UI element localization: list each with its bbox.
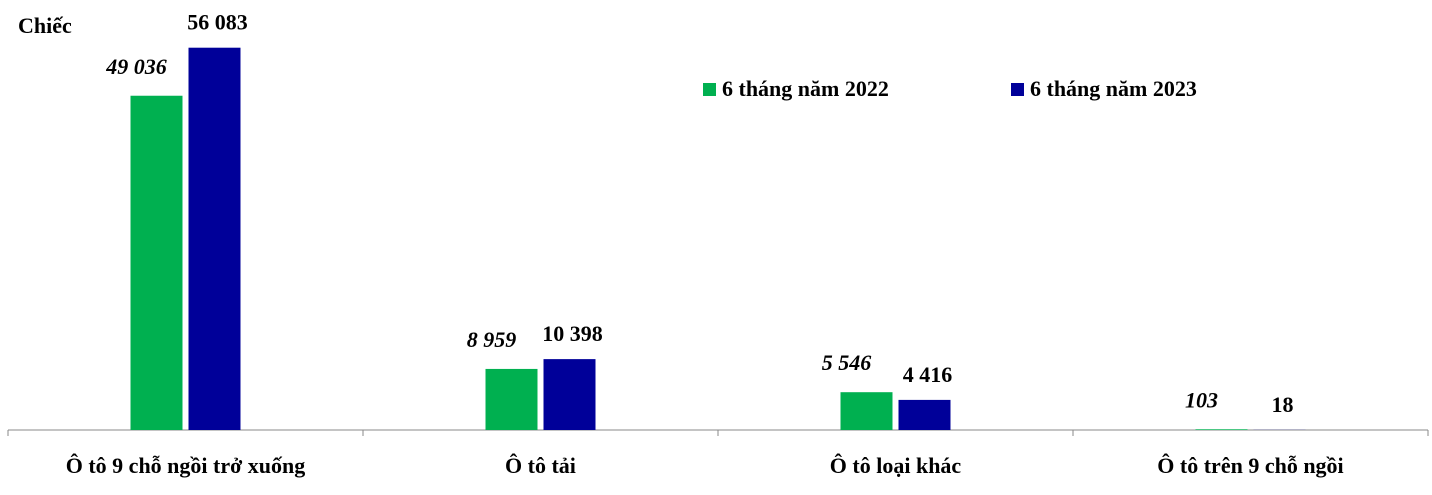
x-tick-label: Ô tô trên 9 chỗ ngồi bbox=[1157, 453, 1343, 478]
legend-swatch bbox=[1011, 83, 1024, 96]
value-label: 8 959 bbox=[467, 327, 517, 352]
legend-swatch bbox=[703, 83, 716, 96]
legend-label: 6 tháng năm 2023 bbox=[1030, 76, 1197, 101]
value-label: 5 546 bbox=[822, 350, 872, 375]
bar bbox=[840, 392, 893, 430]
bar bbox=[1195, 429, 1248, 430]
value-label: 18 bbox=[1272, 392, 1294, 417]
value-label: 10 398 bbox=[542, 321, 603, 346]
value-label: 56 083 bbox=[187, 10, 248, 35]
bar bbox=[130, 95, 183, 431]
value-label: 4 416 bbox=[903, 362, 953, 387]
value-label: 49 036 bbox=[105, 54, 167, 79]
bar bbox=[543, 359, 596, 430]
y-axis-label: Chiếc bbox=[18, 13, 72, 38]
x-tick-label: Ô tô loại khác bbox=[830, 453, 962, 478]
bar bbox=[188, 47, 241, 431]
value-label: 103 bbox=[1185, 387, 1218, 412]
legend-label: 6 tháng năm 2022 bbox=[722, 76, 889, 101]
bar bbox=[485, 368, 538, 430]
bar bbox=[898, 399, 951, 430]
x-tick-label: Ô tô 9 chỗ ngồi trở xuống bbox=[66, 453, 306, 478]
x-tick-label: Ô tô tải bbox=[505, 453, 576, 478]
